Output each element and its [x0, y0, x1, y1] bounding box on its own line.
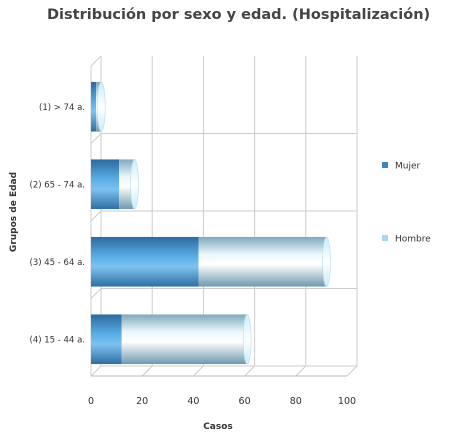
bar-cap-2	[322, 236, 331, 287]
bar-hombre-1	[119, 159, 135, 210]
x-tick-label-0: 0	[88, 396, 94, 407]
legend: Mujer Hombre	[382, 162, 431, 245]
bar-cap-1	[130, 159, 139, 210]
x-tick-label-4: 80	[290, 396, 302, 407]
legend-swatch-mujer	[382, 162, 388, 168]
band-sep-left-2	[90, 210, 102, 222]
floor-line-2	[193, 365, 204, 377]
y-tick-label-0: (1) > 74 a.	[39, 103, 85, 113]
x-tick-label-1: 20	[136, 396, 148, 407]
chart-title: Distribución por sexo y edad. (Hospitali…	[47, 7, 430, 23]
legend-label-mujer: Mujer	[395, 162, 421, 172]
band-sep-left-1	[90, 133, 102, 144]
left-wall-top	[90, 55, 102, 67]
floor-line-0	[90, 365, 102, 377]
y-tick-label-2: (3) 45 - 64 a.	[30, 258, 85, 268]
y-tick-label-3: (4) 15 - 44 a.	[30, 335, 85, 345]
floor-line-3	[244, 365, 255, 377]
bar-mujer-1	[91, 159, 120, 210]
floor-line-4	[295, 365, 307, 377]
floor-line-5	[346, 365, 358, 377]
bar-hombre-2	[198, 236, 327, 287]
legend-label-hombre: Hombre	[395, 235, 431, 245]
y-axis-title: Grupos de Edad	[9, 172, 19, 252]
bar-cap-3	[242, 314, 252, 365]
bar-mujer-0	[91, 81, 97, 132]
x-tick-label-3: 60	[239, 396, 251, 407]
axis-labels: 0 20 40 60 80 100 (1) > 74 a. (2) 65 - 74 a. (3)…	[30, 103, 357, 407]
bar-mujer-2	[91, 236, 199, 287]
x-tick-label-2: 40	[187, 396, 199, 407]
bar-mujer-3	[91, 314, 122, 365]
x-tick-label-5: 100	[338, 396, 356, 407]
bars	[91, 81, 331, 365]
y-tick-label-1: (2) 65 - 74 a.	[30, 180, 85, 190]
x-axis-title: Casos	[203, 422, 233, 432]
floor-line-1	[141, 365, 153, 377]
bar-cap-0	[96, 81, 106, 132]
band-sep-left-3	[90, 288, 102, 299]
bar-hombre-3	[121, 314, 248, 365]
legend-swatch-hombre	[382, 235, 388, 241]
